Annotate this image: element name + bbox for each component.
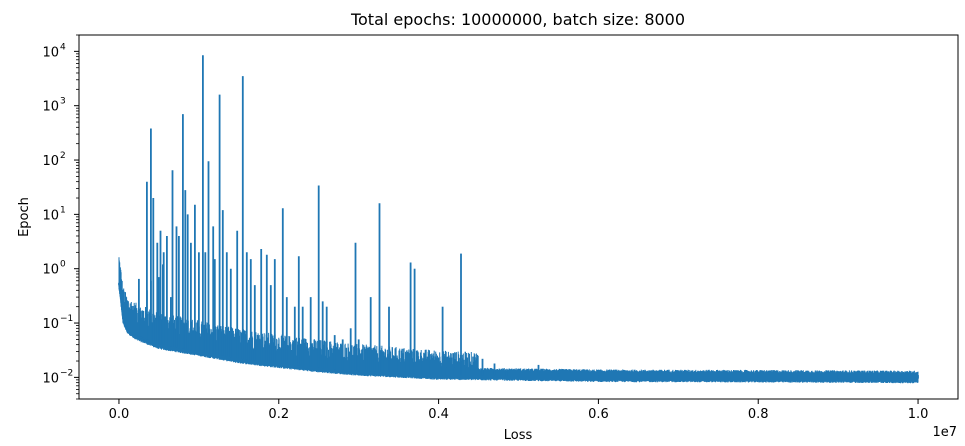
x-tick-label: 0.4 bbox=[428, 407, 449, 422]
plot-area bbox=[118, 55, 919, 384]
y-tick-label: 10 bbox=[42, 45, 59, 60]
y-tick-exponent: 0 bbox=[60, 260, 66, 270]
x-scale-offset-label: 1e7 bbox=[932, 425, 957, 440]
y-tick-label: 10 bbox=[42, 100, 59, 115]
y-axis-title: Epoch bbox=[17, 197, 32, 237]
x-axis-title: Loss bbox=[504, 428, 533, 443]
x-tick-label: 0.6 bbox=[588, 407, 609, 422]
y-tick-label: 10 bbox=[42, 317, 59, 332]
y-tick-exponent: 3 bbox=[60, 97, 66, 107]
y-tick-label: 10 bbox=[42, 154, 59, 169]
y-tick-label: 10 bbox=[42, 208, 59, 223]
y-tick-label: 10 bbox=[42, 263, 59, 278]
y-tick-exponent: 4 bbox=[60, 42, 66, 52]
y-tick-exponent: 1 bbox=[60, 205, 66, 215]
x-tick-label: 0.0 bbox=[109, 407, 130, 422]
x-tick-label: 1.0 bbox=[908, 407, 929, 422]
chart-title: Total epochs: 10000000, batch size: 8000 bbox=[350, 10, 685, 29]
x-axis: 0.0 0.2 0.4 0.6 0.8 1.0 bbox=[109, 399, 929, 422]
y-tick-exponent: −2 bbox=[60, 368, 73, 378]
y-tick-label: 10 bbox=[42, 371, 59, 386]
x-tick-label: 0.2 bbox=[268, 407, 289, 422]
y-tick-exponent: 2 bbox=[60, 151, 66, 161]
x-tick-label: 0.8 bbox=[748, 407, 769, 422]
y-tick-exponent: −1 bbox=[60, 314, 73, 324]
